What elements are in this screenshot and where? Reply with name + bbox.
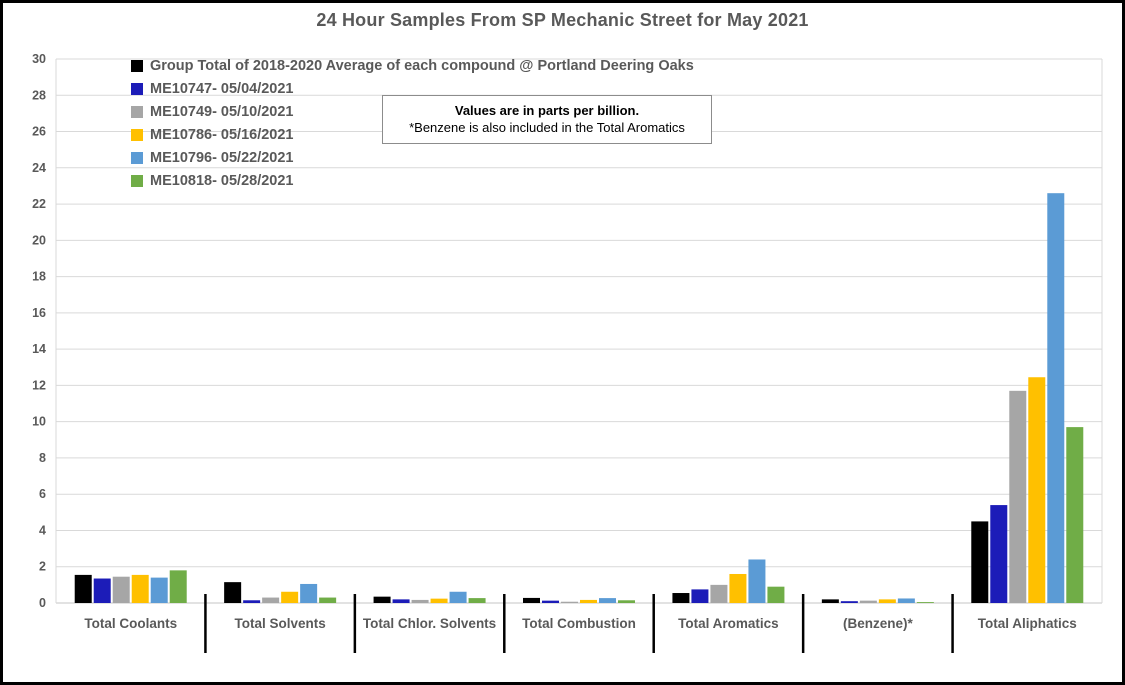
bar-s3-c4 (729, 573, 747, 603)
bar-s4-c1 (300, 583, 318, 603)
bar-s0-c5 (821, 599, 839, 603)
bar-s5-c6 (1066, 427, 1084, 603)
bar-s4-c6 (1047, 193, 1065, 604)
category-label-3: Total Combustion (522, 616, 636, 631)
bar-s5-c3 (618, 600, 635, 603)
legend-swatch-icon (131, 175, 143, 187)
bar-s4-c5 (897, 598, 915, 603)
chart-title: 24 Hour Samples From SP Mechanic Street … (316, 10, 809, 30)
bar-s0-c6 (971, 521, 989, 603)
y-tick-label-30: 30 (32, 52, 46, 66)
bar-s5-c5 (916, 602, 934, 603)
bar-s2-c4 (710, 584, 728, 603)
bar-s1-c1 (243, 600, 261, 603)
legend-label: ME10796- 05/22/2021 (150, 150, 294, 166)
category-label-1: Total Solvents (235, 616, 326, 631)
bar-s1-c3 (542, 600, 559, 603)
legend-swatch-icon (131, 60, 143, 72)
legend-swatch-icon (131, 129, 143, 141)
bar-s3-c6 (1028, 377, 1046, 603)
bar-s4-c0 (150, 577, 168, 603)
y-tick-label-0: 0 (39, 596, 46, 610)
bar-s1-c0 (93, 578, 111, 603)
bar-s1-c5 (840, 601, 858, 603)
bar-s0-c1 (224, 582, 242, 603)
legend-label: ME10818- 05/28/2021 (150, 173, 294, 189)
legend-item-2: ME10749- 05/10/2021 (131, 104, 694, 120)
bar-s3-c2 (430, 598, 448, 603)
bar-s0-c3 (523, 597, 540, 603)
bar-s1-c4 (691, 589, 709, 603)
y-tick-label-6: 6 (39, 487, 46, 501)
category-label-2: Total Chlor. Solvents (363, 616, 496, 631)
y-tick-label-12: 12 (32, 378, 46, 392)
category-label-5: (Benzene)* (843, 616, 914, 631)
y-tick-label-28: 28 (32, 88, 46, 102)
y-tick-label-22: 22 (32, 197, 46, 211)
bar-s1-c2 (392, 599, 410, 603)
legend-label: ME10786- 05/16/2021 (150, 127, 294, 143)
bar-s2-c2 (411, 599, 429, 603)
bar-s0-c0 (74, 574, 92, 603)
bar-s5-c4 (767, 586, 785, 603)
bar-s0-c2 (373, 596, 391, 603)
bar-s5-c2 (468, 598, 486, 603)
bar-s2-c0 (112, 576, 130, 603)
y-tick-label-26: 26 (32, 125, 46, 139)
bar-s2-c1 (262, 597, 280, 603)
y-tick-label-10: 10 (32, 415, 46, 429)
bar-s3-c3 (580, 599, 597, 603)
category-label-6: Total Aliphatics (978, 616, 1077, 631)
legend-item-0: Group Total of 2018-2020 Average of each… (131, 58, 694, 74)
legend-label: Group Total of 2018-2020 Average of each… (150, 58, 694, 74)
legend-item-3: ME10786- 05/16/2021 (131, 127, 694, 143)
y-tick-label-20: 20 (32, 233, 46, 247)
bar-s5-c0 (169, 570, 187, 603)
y-tick-label-8: 8 (39, 451, 46, 465)
legend-swatch-icon (131, 106, 143, 118)
annotation-box: Values are in parts per billion. *Benzen… (382, 95, 712, 144)
category-label-4: Total Aromatics (678, 616, 779, 631)
bar-s3-c5 (878, 599, 896, 603)
bar-s4-c3 (599, 598, 616, 603)
category-label-0: Total Coolants (84, 616, 177, 631)
bar-s4-c4 (748, 559, 766, 603)
bar-s3-c0 (131, 574, 149, 603)
legend-label: ME10747- 05/04/2021 (150, 81, 294, 97)
legend-item-4: ME10796- 05/22/2021 (131, 150, 694, 166)
bar-s3-c1 (281, 591, 299, 603)
y-tick-label-16: 16 (32, 306, 46, 320)
bar-s1-c6 (990, 505, 1008, 603)
bar-s4-c2 (449, 591, 467, 603)
chart-legend: Group Total of 2018-2020 Average of each… (131, 58, 694, 189)
annotation-benzene-note: *Benzene is also included in the Total A… (409, 120, 685, 135)
annotation-units-text: Values are in parts per billion. (454, 103, 640, 118)
bar-s5-c1 (319, 597, 337, 603)
bar-s0-c4 (672, 593, 690, 603)
y-tick-label-18: 18 (32, 270, 46, 284)
y-tick-label-4: 4 (39, 523, 46, 537)
legend-label: ME10749- 05/10/2021 (150, 104, 294, 120)
y-tick-label-2: 2 (39, 560, 46, 574)
bar-s2-c5 (859, 600, 877, 603)
legend-item-1: ME10747- 05/04/2021 (131, 81, 694, 97)
bar-s2-c6 (1009, 390, 1027, 603)
legend-swatch-icon (131, 83, 143, 95)
legend-item-5: ME10818- 05/28/2021 (131, 173, 694, 189)
y-tick-label-14: 14 (32, 342, 46, 356)
bar-s2-c3 (561, 601, 578, 603)
legend-swatch-icon (131, 152, 143, 164)
y-tick-label-24: 24 (32, 161, 46, 175)
